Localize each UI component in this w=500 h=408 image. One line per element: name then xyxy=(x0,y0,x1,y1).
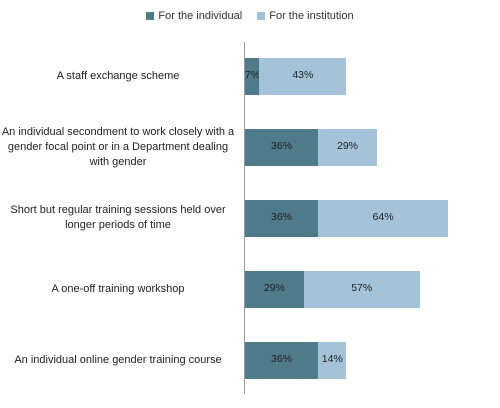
data-label: 36% xyxy=(271,211,293,223)
bar-individual xyxy=(245,57,260,95)
category-label: A one-off training workshop xyxy=(51,282,185,295)
data-label: 29% xyxy=(337,140,359,152)
bar-individual xyxy=(245,128,319,166)
bar-institution xyxy=(303,270,420,308)
legend-swatch-institution xyxy=(257,12,266,20)
bar-institution xyxy=(318,128,377,166)
data-label: 64% xyxy=(372,211,394,223)
category-label: An individual secondment to work closely… xyxy=(1,125,235,168)
category-label: A staff exchange scheme xyxy=(56,69,180,82)
data-label: 43% xyxy=(292,69,314,81)
bar-institution xyxy=(259,57,347,95)
bar-institution xyxy=(318,341,347,379)
category-label: An individual online gender training cou… xyxy=(14,353,222,366)
bar-individual xyxy=(245,199,319,237)
legend-label-individual: For the individual xyxy=(158,10,243,22)
chart-legend: For the individual For the institution xyxy=(0,10,500,23)
data-label: 36% xyxy=(271,353,293,365)
data-label: 29% xyxy=(263,282,285,294)
legend-item-individual: For the individual xyxy=(146,10,242,22)
data-label: 57% xyxy=(351,282,373,294)
legend-swatch-individual xyxy=(146,12,155,20)
bar-individual xyxy=(245,341,319,379)
data-label: 14% xyxy=(321,353,343,365)
category-axis-line xyxy=(244,42,245,394)
legend-item-institution: For the institution xyxy=(257,10,354,22)
data-label: 7% xyxy=(245,69,261,81)
data-label: 36% xyxy=(271,140,293,152)
bar-institution xyxy=(318,199,448,237)
legend-label-institution: For the institution xyxy=(269,10,354,22)
bar-individual xyxy=(245,270,304,308)
category-label: Short but regular training sessions held… xyxy=(10,204,226,231)
